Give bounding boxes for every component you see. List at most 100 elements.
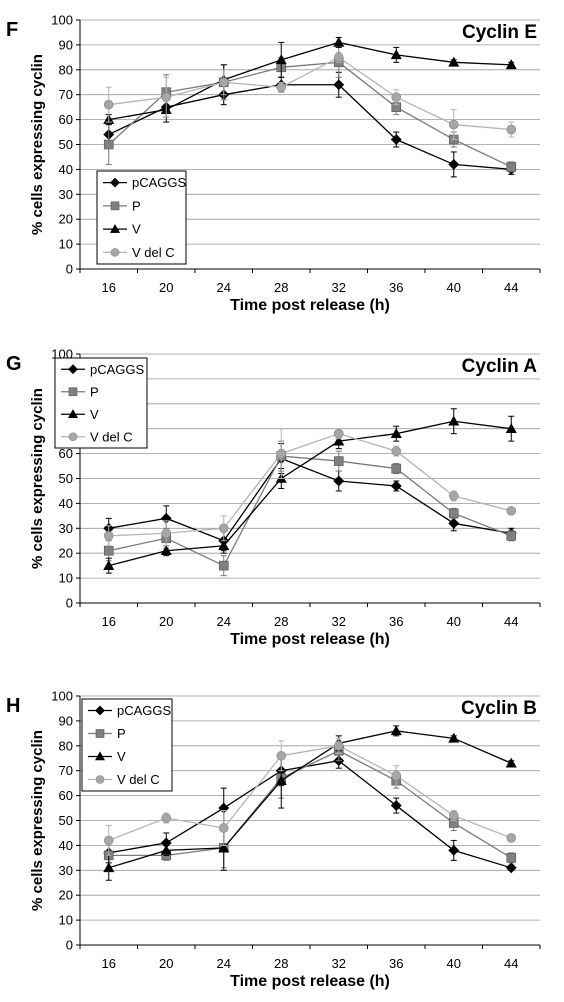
legend-marker — [67, 409, 79, 419]
data-point — [275, 775, 287, 785]
data-point — [160, 844, 172, 855]
x-tick-label: 32 — [332, 614, 346, 629]
y-tick-label: 100 — [51, 689, 73, 704]
legend-label: pCAGGS — [90, 362, 145, 377]
y-tick-label: 20 — [59, 546, 73, 561]
x-tick-label: 20 — [159, 614, 173, 629]
x-tick-label: 16 — [102, 280, 116, 295]
chart-title: Cyclin E — [462, 22, 537, 43]
x-tick-label: 40 — [447, 280, 461, 295]
legend-label: V del C — [117, 772, 160, 787]
legend-marker — [109, 224, 121, 233]
data-point — [218, 842, 230, 853]
legend-box — [54, 357, 148, 449]
y-axis-label: % cells expressing cyclin — [29, 730, 46, 911]
x-tick-label: 36 — [389, 614, 403, 629]
data-point — [218, 823, 229, 833]
data-point — [103, 99, 114, 110]
data-point — [448, 810, 459, 821]
panel-letter: H — [6, 695, 20, 717]
series-line — [108, 760, 512, 869]
y-tick-label: 40 — [59, 162, 73, 177]
series-line — [108, 41, 512, 121]
data-point — [448, 508, 459, 519]
y-tick-label: 30 — [59, 187, 73, 202]
legend-marker — [68, 432, 78, 442]
chart-panel-f: 0 10 20 30 40 50 60 70 80 90 100 16 20 24 28 32 36 40 44 Ti… — [6, 13, 541, 314]
y-tick-label: 60 — [59, 788, 73, 803]
series-line — [108, 457, 512, 542]
y-tick-label: 0 — [66, 938, 73, 953]
data-point — [448, 491, 459, 501]
data-point — [333, 52, 344, 63]
legend-marker — [95, 705, 105, 716]
y-tick-label: 10 — [59, 913, 73, 928]
legend-marker — [110, 248, 120, 257]
legend-box — [81, 698, 173, 792]
data-point — [506, 530, 517, 541]
chart-panel-h: 0 10 20 30 40 50 60 70 80 90 100 16 20 24 28 32 36 40 44 Ti… — [6, 689, 541, 990]
y-tick-label: 60 — [59, 446, 73, 461]
data-point — [333, 428, 344, 439]
legend-label: V — [117, 749, 126, 764]
chart-title: Cyclin A — [462, 356, 538, 377]
data-point — [103, 560, 115, 570]
x-tick-label: 44 — [504, 956, 518, 971]
y-tick-label: 80 — [59, 62, 73, 77]
y-tick-label: 40 — [59, 838, 73, 853]
data-point — [333, 456, 344, 466]
x-tick-label: 40 — [447, 614, 461, 629]
data-point — [506, 162, 517, 172]
data-point — [218, 77, 229, 88]
x-tick-label: 40 — [447, 956, 461, 971]
data-point — [391, 92, 402, 102]
series-line — [108, 745, 512, 842]
data-point — [448, 517, 460, 529]
x-tick-label: 44 — [504, 280, 518, 295]
y-tick-label: 50 — [59, 137, 73, 152]
data-point — [391, 446, 402, 456]
legend-marker — [110, 177, 120, 188]
x-tick-label: 28 — [274, 280, 288, 295]
series-line — [108, 750, 512, 859]
data-point — [506, 833, 517, 843]
y-axis-label: % cells expressing cyclin — [29, 54, 46, 235]
data-point — [390, 800, 402, 811]
y-tick-label: 30 — [59, 863, 73, 878]
y-tick-label: 40 — [59, 496, 73, 511]
y-tick-label: 50 — [59, 813, 73, 828]
y-tick-label: 50 — [59, 471, 73, 486]
data-point — [448, 119, 459, 130]
x-tick-label: 16 — [102, 956, 116, 971]
x-axis-label: Time post release (h) — [230, 297, 390, 314]
x-tick-label: 28 — [274, 614, 288, 629]
legend: pCAGGS PV V del C — [96, 170, 187, 265]
y-tick-label: 90 — [59, 37, 73, 52]
x-tick-label: 20 — [159, 280, 173, 295]
data-point — [333, 740, 344, 751]
data-point — [276, 82, 287, 93]
data-point — [276, 750, 287, 761]
y-tick-label: 20 — [59, 888, 73, 903]
legend-box — [96, 170, 187, 265]
legend-label: P — [132, 198, 141, 213]
legend-label: V — [132, 222, 141, 237]
series-v-del-c — [103, 737, 517, 856]
legend-marker — [68, 387, 78, 397]
data-point — [103, 862, 115, 873]
legend-marker — [94, 751, 106, 761]
data-point — [103, 545, 114, 556]
x-axis-label: Time post release (h) — [230, 631, 390, 648]
series-v-del-c — [103, 428, 517, 547]
y-tick-label: 80 — [59, 738, 73, 753]
x-tick-label: 32 — [332, 956, 346, 971]
y-tick-label: 30 — [59, 521, 73, 536]
series-line — [108, 730, 512, 869]
legend-label: P — [117, 726, 126, 741]
data-point — [275, 54, 287, 65]
x-tick-label: 20 — [159, 956, 173, 971]
y-tick-label: 0 — [66, 262, 73, 277]
data-point — [505, 59, 517, 70]
data-point — [448, 56, 460, 67]
